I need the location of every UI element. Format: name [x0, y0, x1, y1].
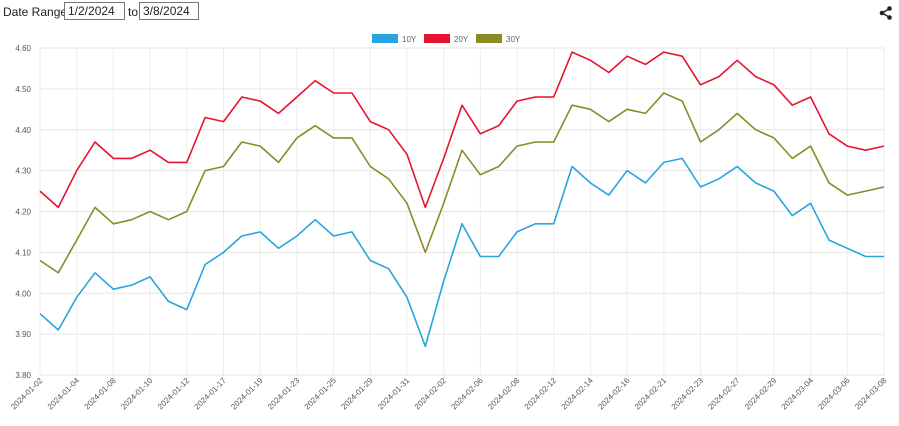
y-tick-label: 3.80 — [15, 371, 31, 380]
x-tick-label: 2024-02-12 — [523, 376, 559, 412]
y-tick-label: 4.30 — [15, 167, 31, 176]
x-tick-label: 2024-02-27 — [706, 376, 742, 412]
grid — [39, 47, 885, 376]
share-icon — [879, 6, 892, 20]
x-tick-label: 2024-02-21 — [633, 376, 669, 412]
axes: 3.80 3.90 4.00 4.10 4.20 4.30 4.40 4.50 4.60 2024… — [9, 44, 889, 411]
x-tick-label: 2024-03-06 — [816, 376, 852, 412]
x-tick-label: 2024-01-23 — [266, 376, 302, 412]
date-range-label: Date Range: — [3, 5, 71, 19]
x-tick-label: 2024-01-19 — [229, 376, 265, 412]
legend-item-10y[interactable]: 10Y — [372, 34, 417, 44]
legend-swatch — [424, 34, 450, 43]
chart-svg: 3.80 3.90 4.00 4.10 4.20 4.30 4.40 4.50 4.60 2024… — [9, 34, 889, 411]
legend[interactable]: 10Y 20Y 30Y — [372, 34, 521, 44]
legend-swatch — [476, 34, 502, 43]
x-tick-label: 2024-02-16 — [596, 376, 632, 412]
x-tick-label: 2024-02-06 — [449, 376, 485, 412]
series-line-30y — [39, 92, 885, 274]
legend-label: 10Y — [402, 35, 417, 44]
legend-label: 20Y — [454, 35, 469, 44]
y-tick-label: 4.20 — [15, 208, 31, 217]
y-tick-label: 4.00 — [15, 289, 31, 298]
x-tick-label: 2024-03-08 — [853, 376, 889, 412]
series-line-10y — [39, 157, 884, 348]
x-tick-label: 2024-02-14 — [560, 376, 596, 412]
x-tick-label: 2024-01-10 — [119, 376, 155, 412]
y-tick-label: 4.60 — [15, 44, 31, 53]
series — [39, 51, 885, 348]
x-tick-label: 2024-01-08 — [83, 376, 119, 412]
x-tick-label: 2024-01-04 — [46, 376, 82, 412]
yield-chart: 3.80 3.90 4.00 4.10 4.20 4.30 4.40 4.50 4.60 2024… — [0, 28, 899, 421]
y-tick-label: 4.40 — [15, 126, 31, 135]
y-tick-label: 3.90 — [15, 330, 31, 339]
series-line-20y — [39, 51, 885, 209]
x-tick-label: 2024-02-02 — [413, 376, 449, 412]
y-tick-label: 4.10 — [15, 248, 31, 257]
legend-label: 30Y — [506, 35, 521, 44]
x-tick-label: 2024-02-08 — [486, 376, 522, 412]
y-tick-label: 4.50 — [15, 85, 31, 94]
start-date-input[interactable] — [64, 2, 125, 20]
legend-item-30y[interactable]: 30Y — [476, 34, 521, 44]
x-tick-label: 2024-01-17 — [193, 376, 229, 412]
legend-item-20y[interactable]: 20Y — [424, 34, 469, 44]
x-tick-label: 2024-02-23 — [670, 376, 706, 412]
x-tick-label: 2024-01-12 — [156, 376, 192, 412]
x-tick-label: 2024-02-29 — [743, 376, 779, 412]
share-button[interactable] — [878, 5, 894, 21]
date-range-bar: Date Range: to — [0, 0, 899, 24]
x-tick-label: 2024-01-25 — [303, 376, 339, 412]
end-date-input[interactable] — [139, 2, 199, 20]
x-tick-label: 2024-01-31 — [376, 376, 412, 412]
legend-swatch — [372, 34, 398, 43]
x-tick-label: 2024-01-02 — [9, 376, 45, 412]
x-tick-label: 2024-01-29 — [339, 376, 375, 412]
x-tick-label: 2024-03-04 — [780, 376, 816, 412]
to-label: to — [128, 5, 139, 19]
